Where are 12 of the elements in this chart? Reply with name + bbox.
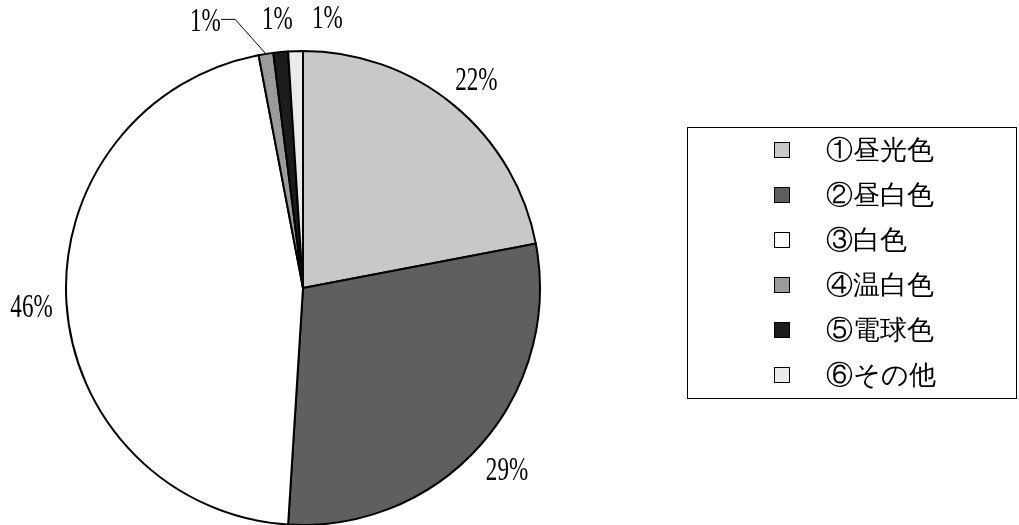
data-label: 22% xyxy=(455,59,498,98)
legend-label: ①昼光色 xyxy=(826,134,934,167)
legend-label: ④温白色 xyxy=(826,269,934,302)
data-label: 1% xyxy=(190,0,221,39)
legend-label: ③白色 xyxy=(826,224,907,257)
legend-label: ⑥その他 xyxy=(826,359,936,392)
legend-label: ②昼白色 xyxy=(826,179,934,212)
legend-label: ⑤電球色 xyxy=(826,314,934,347)
data-label: 29% xyxy=(485,449,529,487)
data-label: 46% xyxy=(10,286,53,324)
data-label: 1% xyxy=(312,0,343,35)
data-label: 1% xyxy=(262,0,293,36)
